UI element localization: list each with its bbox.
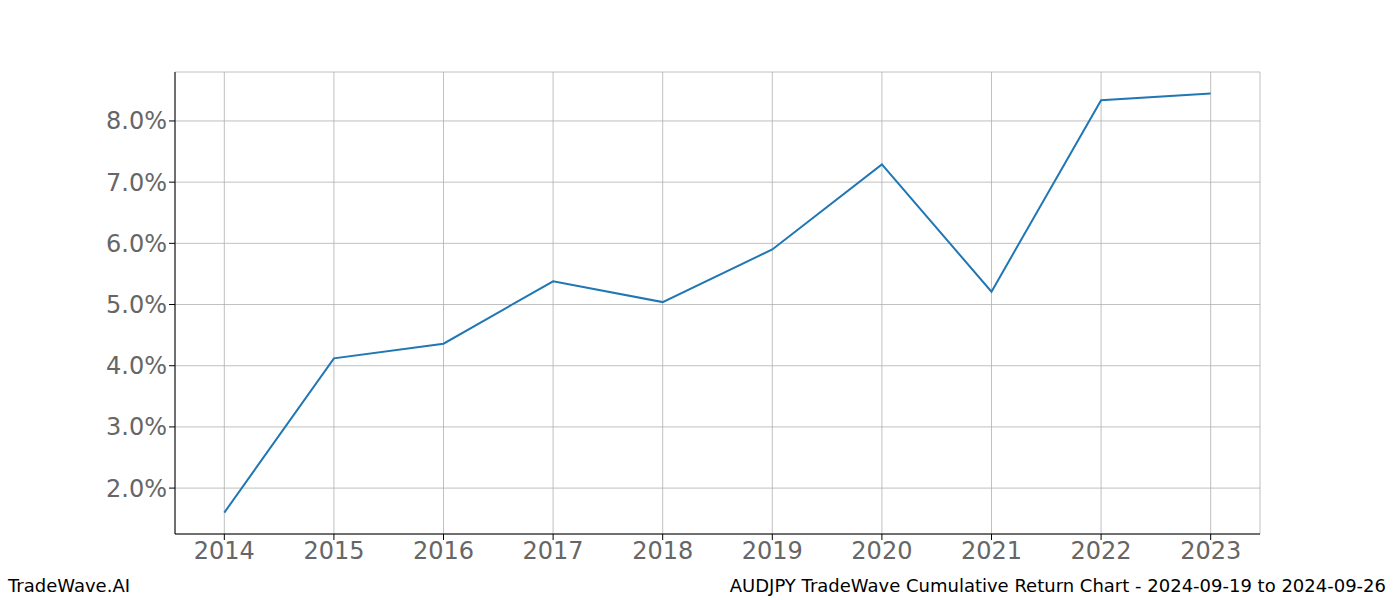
svg-text:3.0%: 3.0% — [106, 413, 167, 441]
svg-text:5.0%: 5.0% — [106, 291, 167, 319]
svg-text:2021: 2021 — [961, 537, 1022, 565]
svg-text:2022: 2022 — [1071, 537, 1132, 565]
svg-text:2.0%: 2.0% — [106, 475, 167, 503]
svg-text:6.0%: 6.0% — [106, 230, 167, 258]
svg-text:2018: 2018 — [632, 537, 693, 565]
html-text:TradeWave.AI: TradeWave.AI — [8, 575, 130, 596]
svg-text:2016: 2016 — [413, 537, 474, 565]
svg-text:2019: 2019 — [742, 537, 803, 565]
svg-text:2017: 2017 — [523, 537, 584, 565]
svg-text:7.0%: 7.0% — [106, 169, 167, 197]
svg-text:2015: 2015 — [303, 537, 364, 565]
svg-text:2014: 2014 — [194, 537, 255, 565]
svg-text:2023: 2023 — [1180, 537, 1241, 565]
html-text:AUDJPY TradeWave Cumulative Re: AUDJPY TradeWave Cumulative Return Chart… — [729, 575, 1386, 596]
svg-text:4.0%: 4.0% — [106, 352, 167, 380]
svg-text:8.0%: 8.0% — [106, 107, 167, 135]
svg-text:2020: 2020 — [851, 537, 912, 565]
